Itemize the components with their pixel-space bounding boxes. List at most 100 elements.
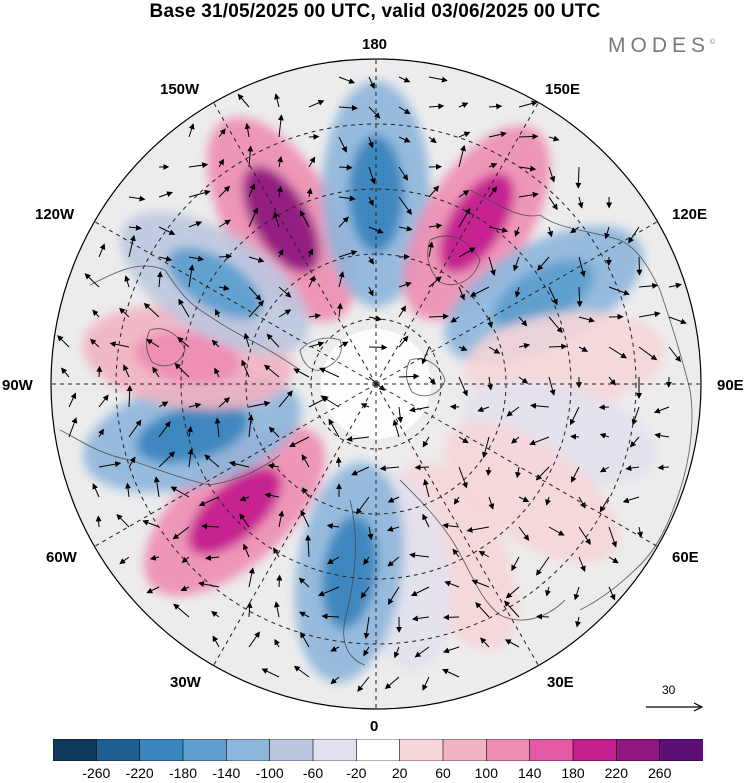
wind-arrow [410, 586, 430, 596]
wind-arrow [338, 136, 347, 153]
wind-arrow [488, 256, 496, 276]
wind-arrow [428, 376, 436, 385]
anomaly-lobe-core [136, 403, 249, 464]
wind-arrow [336, 302, 343, 318]
wind-arrow [518, 496, 530, 502]
lon-label-right: 90E [717, 377, 744, 394]
wind-arrow [548, 196, 558, 211]
lon-label-left: 90W [2, 377, 33, 394]
wind-arrow [143, 302, 160, 318]
wind-arrow [188, 255, 204, 262]
wind-arrow [156, 271, 163, 288]
brand-name: MODES [608, 34, 711, 57]
meridian-line [213, 383, 377, 666]
wind-arrow [278, 286, 292, 298]
wind-arrow [128, 224, 142, 231]
wind-arrow [629, 436, 640, 448]
wind-arrow [576, 286, 583, 308]
wind-arrow [387, 556, 400, 567]
wind-arrow [177, 336, 190, 348]
wind-arrow [442, 668, 460, 678]
wind-arrow [321, 613, 340, 620]
wind-arrow [518, 191, 539, 198]
colorbar-swatch [616, 739, 661, 761]
wind-arrow [123, 364, 130, 378]
wind-arrow [548, 135, 560, 142]
wind-arrow [218, 397, 231, 408]
wind-arrow [571, 466, 580, 483]
wind-arrow [548, 286, 558, 306]
wind-arrow [368, 76, 375, 90]
wind-arrow [518, 165, 537, 172]
reference-vector-arrow [646, 702, 704, 712]
wind-arrow [98, 428, 104, 438]
wind-arrow [530, 402, 550, 409]
wind-arrow [125, 482, 131, 498]
wind-arrow [466, 526, 490, 533]
wind-arrow [96, 365, 103, 378]
wind-arrow [298, 577, 310, 588]
wind-arrow [211, 610, 220, 618]
wind-arrow [608, 556, 619, 564]
colorbar-swatch [486, 739, 531, 761]
wind-arrow [68, 392, 77, 408]
wind-arrow [186, 426, 193, 438]
wind-arrow [570, 226, 580, 234]
wind-arrow [453, 496, 460, 505]
colorbar-tick-label: 60 [435, 765, 451, 781]
wind-arrow [488, 496, 495, 510]
wind-arrow [368, 256, 374, 265]
wind-arrow [511, 436, 520, 444]
colorbar-tick-label: 140 [518, 765, 542, 781]
wind-arrow [346, 436, 370, 442]
wind-arrow [248, 400, 271, 408]
wind-arrow [248, 567, 255, 588]
wind-arrow [277, 156, 283, 168]
wind-arrow [488, 131, 507, 138]
wind-arrow [214, 417, 221, 438]
wind-arrow [397, 406, 404, 424]
colorbar-tick-label: 180 [561, 765, 585, 781]
wind-arrow [95, 515, 102, 528]
wind-arrow [119, 556, 130, 565]
wind-arrow [360, 403, 370, 409]
wind-arrow [471, 579, 490, 588]
wind-arrow [158, 451, 176, 468]
wind-arrow [631, 406, 640, 426]
wind-arrow [578, 316, 595, 323]
wind-arrow [266, 333, 280, 348]
wind-arrow [152, 366, 160, 378]
wind-arrow [488, 163, 498, 169]
wind-arrow [188, 221, 203, 228]
colorbar-swatch [53, 739, 97, 761]
wind-arrow [398, 305, 407, 318]
wind-arrow [178, 298, 190, 318]
wind-arrow [442, 522, 460, 529]
wind-arrow [338, 250, 358, 258]
wind-arrow [398, 335, 409, 348]
wind-arrow [92, 309, 100, 318]
colorbar-tick-label: -100 [255, 765, 284, 781]
wind-arrow [274, 93, 280, 108]
wind-arrow [356, 496, 370, 515]
wind-arrow [338, 271, 345, 288]
lon-label-top: 180 [362, 36, 388, 53]
wind-arrow [368, 196, 374, 207]
wind-arrow [237, 93, 250, 108]
lon-label-120w: 120W [35, 206, 75, 223]
land-outlines [59, 189, 693, 666]
wind-arrow [338, 216, 349, 228]
wind-arrow [293, 368, 310, 378]
wind-arrow [578, 256, 586, 278]
wind-arrow [146, 586, 160, 594]
wind-arrow [575, 166, 582, 189]
wind-arrow [668, 282, 682, 289]
wind-arrow [267, 463, 280, 470]
wind-arrow [363, 616, 370, 640]
wind-arrow [398, 225, 413, 232]
wind-arrow [518, 342, 531, 349]
wind-arrow [308, 100, 325, 108]
wind-arrow [529, 436, 550, 446]
wind-arrow [153, 476, 160, 498]
